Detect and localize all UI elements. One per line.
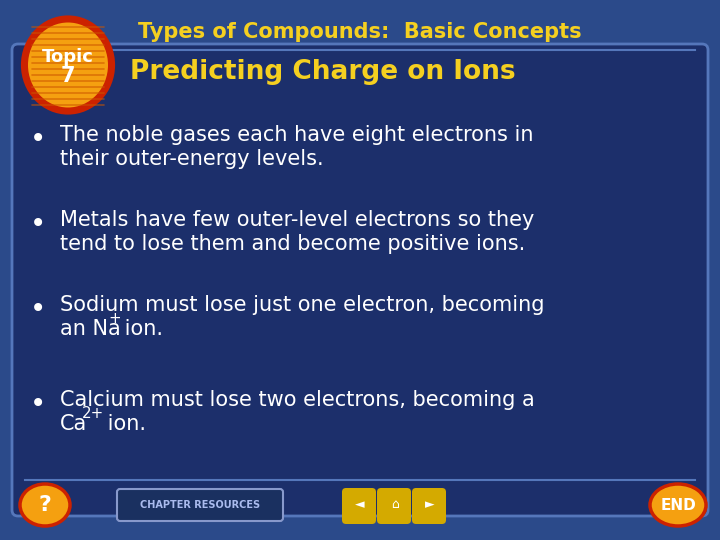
Text: Calcium must lose two electrons, becoming a: Calcium must lose two electrons, becomin… (60, 390, 535, 410)
Text: The noble gases each have eight electrons in: The noble gases each have eight electron… (60, 125, 534, 145)
Text: END: END (660, 497, 696, 512)
Text: Predicting Charge on Ions: Predicting Charge on Ions (130, 59, 516, 85)
Text: ion.: ion. (118, 319, 163, 339)
Text: CHAPTER RESOURCES: CHAPTER RESOURCES (140, 500, 260, 510)
Ellipse shape (20, 484, 70, 526)
Text: ◄: ◄ (355, 498, 365, 511)
Text: 2+: 2+ (82, 406, 104, 421)
Text: ?: ? (39, 495, 51, 515)
Ellipse shape (23, 17, 113, 112)
FancyBboxPatch shape (377, 488, 411, 524)
FancyBboxPatch shape (412, 488, 446, 524)
Text: •: • (30, 210, 46, 238)
FancyBboxPatch shape (342, 488, 376, 524)
Text: an Na: an Na (60, 319, 121, 339)
FancyBboxPatch shape (117, 489, 283, 521)
Text: tend to lose them and become positive ions.: tend to lose them and become positive io… (60, 234, 526, 254)
Text: their outer-energy levels.: their outer-energy levels. (60, 149, 323, 169)
Text: Sodium must lose just one electron, becoming: Sodium must lose just one electron, beco… (60, 295, 544, 315)
Ellipse shape (650, 484, 706, 526)
Text: Topic: Topic (42, 48, 94, 66)
FancyBboxPatch shape (12, 44, 708, 516)
Text: ion.: ion. (101, 414, 146, 434)
Text: Metals have few outer-level electrons so they: Metals have few outer-level electrons so… (60, 210, 534, 230)
Text: ►: ► (426, 498, 435, 511)
Text: Ca: Ca (60, 414, 87, 434)
Text: 7: 7 (60, 66, 76, 86)
Text: •: • (30, 390, 46, 418)
Text: ⌂: ⌂ (391, 498, 399, 511)
Text: •: • (30, 295, 46, 323)
Text: •: • (30, 125, 46, 153)
Ellipse shape (28, 23, 108, 107)
Text: +: + (108, 311, 121, 326)
Text: Types of Compounds:  Basic Concepts: Types of Compounds: Basic Concepts (138, 22, 582, 42)
